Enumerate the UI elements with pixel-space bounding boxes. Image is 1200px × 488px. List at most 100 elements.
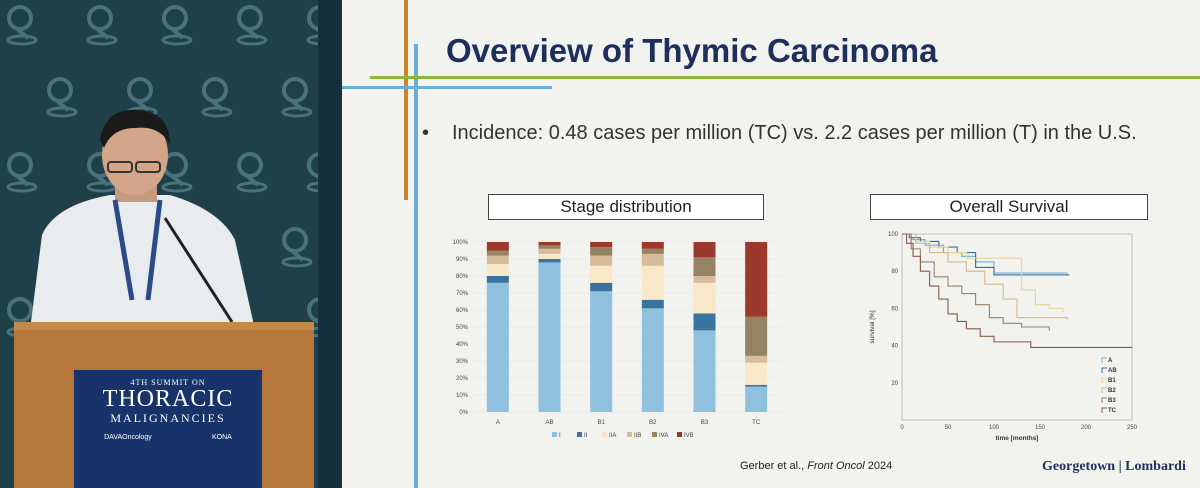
bar-segment-iia (641, 265, 664, 300)
decor-blue-line (342, 86, 552, 89)
bar-segment-iva (486, 250, 509, 256)
y-tick-label: 70% (456, 291, 469, 297)
bar-segment-i (486, 282, 509, 412)
y-tick-label: 100% (453, 240, 469, 246)
bar-segment-iib (641, 253, 664, 266)
sign-line-1: 4TH SUMMIT ON (130, 378, 206, 387)
bar-segment-iva (641, 248, 664, 254)
incidence-bullet: • Incidence: 0.48 cases per million (TC)… (422, 120, 1152, 147)
bullet-text: Incidence: 0.48 cases per million (TC) v… (452, 122, 1137, 144)
survival-line-ab (902, 233, 1070, 276)
x-tick-label: 200 (1081, 425, 1092, 431)
bar-segment-iib (486, 255, 509, 265)
bar-segment-i (693, 330, 716, 412)
podium: 4TH SUMMIT ON THORACIC MALIGNANCIES DAVA… (14, 322, 314, 488)
x-tick-label: B2 (649, 420, 657, 426)
legend-mark-b2 (1101, 387, 1107, 393)
video-stage: 4TH SUMMIT ON THORACIC MALIGNANCIES DAVA… (0, 0, 340, 488)
bullet-marker: • (422, 122, 430, 144)
bar-segment-ivb (693, 242, 716, 258)
legend-mark-tc (1101, 407, 1107, 413)
x-tick-label: 150 (1035, 425, 1046, 431)
overall-survival-chart: 20 40 60 80 100 0 50 100 150 200 250 time [months] s… (869, 232, 1138, 442)
legend-mark-ab (1101, 367, 1107, 373)
stage-distribution-label: Stage distribution (488, 194, 764, 220)
overall-survival-label: Overall Survival (870, 194, 1148, 220)
sign-line-2: THORACIC (102, 386, 234, 412)
legend-mark-b1 (1101, 377, 1107, 383)
decor-green-line (370, 76, 1200, 79)
presentation-slide: Overview of Thymic Carcinoma • Incidence… (342, 0, 1200, 488)
x-axis-title: time [months] (996, 435, 1039, 442)
sign-line-3: MALIGNANCIES (110, 411, 226, 425)
plot-frame (901, 233, 1133, 421)
decor-blue-bar (414, 44, 418, 488)
speaker-figure (30, 109, 255, 330)
x-tick-label: B3 (701, 420, 709, 426)
bar-segment-i (745, 386, 768, 412)
x-tick-label: TC (752, 420, 761, 426)
survival-line-tc (902, 233, 1132, 349)
legend-label: B1 (1108, 378, 1116, 384)
y-tick-label: 80 (891, 269, 898, 275)
y-tick-label: 40% (456, 342, 469, 348)
georgetown-lombardi-logo: Georgetown | Lombardi (1042, 459, 1186, 474)
legend-label: IIB (634, 433, 641, 439)
legend-label: II (584, 433, 588, 439)
legend-label: IIA (609, 433, 616, 439)
bar-segment-iva (745, 316, 768, 356)
podium-sign: 4TH SUMMIT ON THORACIC MALIGNANCIES DAVA… (74, 370, 262, 488)
x-tick-label: A (496, 420, 500, 426)
bar-segment-ivb (538, 242, 561, 246)
bar-segment-i (590, 291, 613, 412)
bar-segment-ii (590, 282, 613, 292)
y-tick-label: 80% (456, 274, 469, 280)
sign-logos: DAVAOncology KONA (74, 434, 262, 441)
survival-line-b3 (902, 233, 1050, 331)
bar-segment-iib (590, 255, 613, 266)
y-tick-label: 30% (456, 359, 469, 365)
legend-mark-b3 (1101, 397, 1107, 403)
bar-segment-iib (745, 355, 768, 363)
legend-label: IVA (659, 433, 668, 439)
bar-segment-iva (590, 247, 613, 256)
legend-label: IVB (684, 433, 694, 439)
bar-segment-i (641, 308, 664, 412)
citation-year: 2024 (864, 460, 893, 472)
bar-segment-iib (693, 276, 716, 283)
dava-logo: DAVAOncology (104, 434, 152, 441)
y-tick-label: 60% (456, 308, 469, 314)
bar-segment-ii (641, 299, 664, 309)
survival-line-b1 (902, 233, 1064, 313)
slide-title: Overview of Thymic Carcinoma (446, 32, 938, 69)
bar-segment-ii (486, 276, 509, 283)
legend-swatch-ii (577, 432, 582, 437)
legend-swatch-iia (602, 432, 607, 437)
bar-segment-iia (538, 253, 561, 259)
bar-segment-ii (745, 384, 768, 387)
legend-swatch-iva (652, 432, 657, 437)
legend-label: A (1108, 358, 1113, 364)
bar-segment-ivb (486, 242, 509, 251)
x-tick-label: AB (545, 420, 553, 426)
y-tick-label: 10% (456, 393, 469, 399)
legend-label: B3 (1108, 398, 1116, 404)
legend-swatch-ivb (677, 432, 682, 437)
bar-segment-ii (538, 259, 561, 263)
x-tick-label: 250 (1127, 425, 1138, 431)
x-tick-label: B1 (597, 420, 605, 426)
y-tick-label: 60 (891, 306, 898, 312)
frame-divider (318, 0, 342, 488)
citation: Gerber et al., Front Oncol 2024 (740, 460, 892, 472)
y-tick-label: 20% (456, 376, 469, 382)
bar-segment-iva (693, 257, 716, 276)
y-tick-label: 0% (459, 410, 468, 416)
y-tick-label: 100 (888, 232, 899, 238)
bar-segment-iib (538, 248, 561, 254)
bar-segment-ivb (590, 242, 613, 248)
bar-segment-iia (745, 362, 768, 385)
legend-label: TC (1108, 408, 1117, 414)
y-tick-label: 40 (891, 344, 898, 350)
bar-segment-iia (590, 265, 613, 283)
bar-segment-iia (693, 282, 716, 314)
